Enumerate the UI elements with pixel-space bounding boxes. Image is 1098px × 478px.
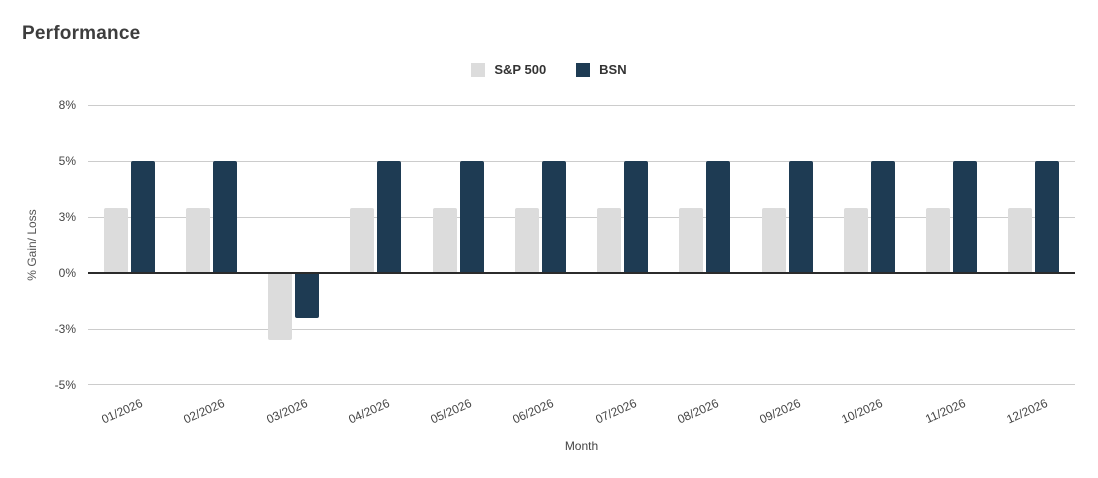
bar-bsn-03/2026[interactable] <box>295 273 320 318</box>
bar-bsn-08/2026[interactable] <box>706 161 731 273</box>
chart-title: Performance <box>22 23 141 44</box>
bar-sp500-10/2026[interactable] <box>843 208 868 273</box>
gridline <box>88 217 1075 218</box>
bar-sp500-08/2026[interactable] <box>679 208 704 273</box>
x-tick-label: 10/2026 <box>839 396 886 427</box>
gridline <box>88 161 1075 162</box>
bar-bsn-02/2026[interactable] <box>212 161 237 273</box>
x-tick-label: 05/2026 <box>428 396 474 427</box>
x-tick-label: 11/2026 <box>922 396 968 427</box>
bar-sp500-06/2026[interactable] <box>514 208 539 273</box>
x-axis-title: Month <box>564 439 599 453</box>
y-axis-title: % Gain/ Loss <box>25 209 39 281</box>
y-tick-label: -5% <box>54 378 76 392</box>
plot-area <box>88 105 1075 385</box>
gridline <box>88 105 1075 106</box>
x-tick-label: 04/2026 <box>346 396 392 427</box>
bar-sp500-04/2026[interactable] <box>350 208 375 273</box>
bar-bsn-06/2026[interactable] <box>541 161 566 273</box>
bar-sp500-07/2026[interactable] <box>597 208 622 273</box>
y-tick-label: 3% <box>58 210 76 224</box>
bar-sp500-09/2026[interactable] <box>761 208 786 273</box>
bar-sp500-03/2026[interactable] <box>268 273 293 341</box>
y-tick-label: 8% <box>58 98 76 112</box>
y-tick-label: -3% <box>54 322 76 336</box>
legend-item-sp500[interactable]: S&P 500 <box>471 62 546 77</box>
x-tick-label: 02/2026 <box>181 396 228 427</box>
x-tick-label: 07/2026 <box>592 396 639 427</box>
x-tick-label: 06/2026 <box>510 396 557 427</box>
legend-label-bsn: BSN <box>599 62 627 77</box>
bar-bsn-05/2026[interactable] <box>459 161 484 273</box>
zero-baseline <box>88 272 1075 274</box>
x-tick-label: 03/2026 <box>263 396 310 427</box>
gridline <box>88 329 1075 330</box>
bar-bsn-09/2026[interactable] <box>788 161 813 273</box>
bar-sp500-05/2026[interactable] <box>432 208 457 273</box>
legend-label-sp500: S&P 500 <box>494 62 547 77</box>
bar-bsn-01/2026[interactable] <box>130 161 155 273</box>
legend-item-bsn[interactable]: BSN <box>576 62 627 77</box>
bar-bsn-07/2026[interactable] <box>624 161 649 273</box>
sp500-legend-swatch-icon <box>471 62 486 77</box>
x-tick-label: 09/2026 <box>757 396 803 427</box>
chart-legend: S&P 500 BSN <box>0 62 1098 77</box>
x-tick-label: 01/2026 <box>99 396 145 427</box>
bar-bsn-11/2026[interactable] <box>953 161 978 273</box>
bsn-legend-swatch-icon <box>576 62 591 77</box>
y-tick-label: 0% <box>58 266 76 280</box>
bar-sp500-02/2026[interactable] <box>185 208 210 273</box>
x-tick-label: 12/2026 <box>1004 396 1050 427</box>
bar-sp500-01/2026[interactable] <box>103 208 128 273</box>
y-tick-label: 5% <box>58 154 76 168</box>
x-tick-label: 08/2026 <box>675 396 721 427</box>
gridline <box>88 384 1075 385</box>
bar-sp500-11/2026[interactable] <box>926 208 951 273</box>
bar-bsn-04/2026[interactable] <box>377 161 402 273</box>
bar-bsn-10/2026[interactable] <box>870 161 895 273</box>
bar-sp500-12/2026[interactable] <box>1008 208 1033 273</box>
bar-bsn-12/2026[interactable] <box>1035 161 1060 273</box>
